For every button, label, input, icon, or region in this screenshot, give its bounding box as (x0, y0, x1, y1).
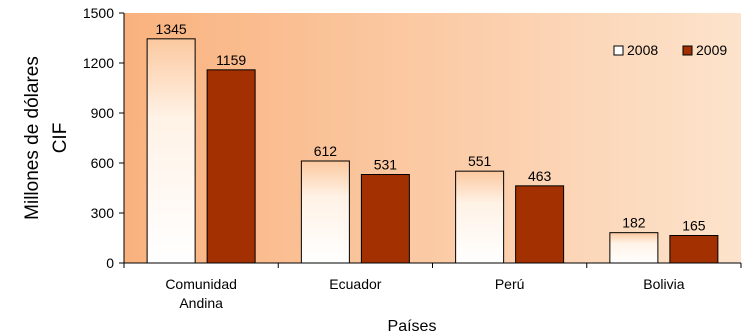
bar-2009-4 (669, 235, 719, 264)
data-label: 182 (622, 215, 646, 231)
data-label: 165 (682, 218, 706, 234)
y-tick-label: 900 (91, 105, 115, 121)
data-label: 1345 (156, 21, 187, 37)
data-label: 612 (314, 143, 338, 159)
data-label: 531 (374, 157, 398, 173)
data-label: 1159 (216, 52, 246, 68)
x-axis: Comunidad Andina Ecuador Perú Bolivia (123, 262, 742, 311)
bar-2009-1 (206, 69, 256, 264)
data-label: 463 (528, 168, 552, 184)
y-axis: 0 300 600 900 1200 1500 (83, 5, 125, 271)
y-tick-label: 300 (91, 205, 115, 221)
legend-label-2009: 2009 (696, 42, 727, 58)
data-labels: 1345 612 551 182 1159 531 463 165 (156, 21, 706, 234)
legend-swatch-2009 (682, 45, 693, 56)
bars (146, 38, 719, 264)
y-tick-label: 0 (106, 255, 114, 271)
y-tick-label: 1500 (83, 5, 114, 21)
bar-2008-4 (609, 232, 659, 264)
x-tick-label: Andina (179, 295, 223, 311)
bar-2008-3 (455, 170, 505, 264)
x-tick-label: Perú (495, 276, 525, 292)
y-tick-label: 600 (91, 155, 115, 171)
bar-2008-1 (146, 38, 196, 264)
legend-label-2008: 2008 (627, 42, 658, 58)
x-tick-label: Comunidad (165, 276, 237, 292)
y-axis-title-line-1: Millones de dólares (22, 56, 43, 220)
y-axis-title-line-2: CIF (50, 123, 71, 154)
legend-swatch-2008 (613, 45, 624, 56)
legend: 2008 2009 (613, 42, 727, 58)
y-tick-label: 1200 (83, 55, 114, 71)
bar-2008-2 (300, 160, 350, 264)
data-label: 551 (468, 153, 492, 169)
y-axis-title: Millones de dólares CIF (22, 56, 71, 220)
x-axis-title: Países (388, 318, 437, 335)
bar-2009-3 (515, 185, 565, 264)
x-tick-label: Bolivia (643, 276, 684, 292)
bar-2009-2 (360, 174, 410, 264)
x-tick-label: Ecuador (329, 276, 381, 292)
